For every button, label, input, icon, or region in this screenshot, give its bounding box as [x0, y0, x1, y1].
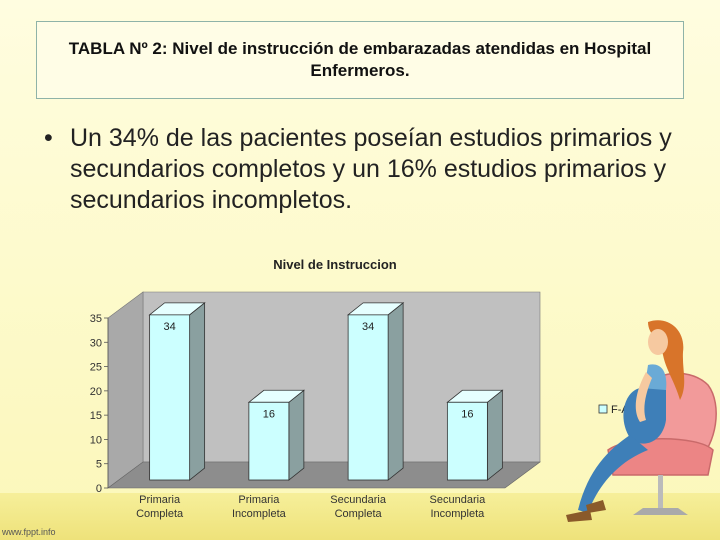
- bullet-item: • Un 34% de las pacientes poseían estudi…: [40, 123, 680, 216]
- bar: [248, 401, 290, 481]
- y-tick-label: 30: [90, 337, 102, 349]
- legend-swatch: [598, 404, 608, 414]
- bar: [347, 314, 389, 481]
- bar-side: [288, 389, 305, 481]
- y-tick-label: 10: [90, 434, 102, 446]
- y-tick-label: 25: [90, 362, 102, 374]
- armchair-base: [633, 508, 688, 515]
- data-label: 16: [461, 408, 473, 420]
- data-label: 34: [362, 321, 374, 333]
- data-label: 34: [164, 321, 176, 333]
- y-tick-label: 15: [90, 410, 102, 422]
- chart-side-wall: [107, 291, 144, 489]
- y-tick-label: 35: [90, 313, 102, 325]
- title-box: TABLA Nº 2: Nivel de instrucción de emba…: [36, 21, 684, 99]
- x-tick-label: Incompleta: [232, 508, 287, 520]
- armchair-stem: [658, 475, 663, 510]
- x-tick-label: Primaria: [139, 494, 181, 506]
- pregnant-woman-illustration: [566, 320, 717, 522]
- x-tick-label: Completa: [335, 508, 383, 520]
- y-tick-label: 5: [96, 459, 102, 471]
- bar: [149, 314, 191, 481]
- chart-floor: [107, 461, 541, 489]
- y-tick-label: 20: [90, 386, 102, 398]
- x-tick-label: Secundaria: [430, 494, 487, 506]
- bar-chart: Nivel de Instruccion 0 5 10 15 20 25 30 35 34 Pri…: [90, 257, 630, 520]
- torso: [644, 364, 667, 392]
- data-label: 16: [263, 408, 275, 420]
- bar-side: [486, 389, 503, 481]
- chart-plot-area: 0 5 10 15 20 25 30 35 34 Primaria Completa 16 Primar…: [90, 291, 541, 520]
- x-tick-label: Primaria: [238, 494, 280, 506]
- shoe-left: [566, 510, 592, 522]
- x-tick-label: Completa: [136, 508, 184, 520]
- footer-band: [0, 493, 720, 540]
- arm: [635, 372, 652, 422]
- bullet-text: Un 34% de las pacientes poseían estudios…: [70, 124, 672, 214]
- bullet-dot: •: [44, 124, 53, 152]
- chart-title: Nivel de Instruccion: [273, 257, 397, 272]
- x-tick-label: Incompleta: [430, 508, 485, 520]
- y-tick-label: 0: [96, 483, 102, 495]
- slide-title: TABLA Nº 2: Nivel de instrucción de emba…: [68, 39, 652, 80]
- bar: [446, 401, 488, 481]
- shoe-right: [586, 500, 606, 513]
- bullet-list: • Un 34% de las pacientes poseían estudi…: [40, 123, 680, 216]
- x-tick-label: Secundaria: [330, 494, 387, 506]
- legs: [578, 435, 648, 513]
- face: [648, 329, 668, 355]
- bar-side: [189, 302, 206, 481]
- bar-side: [387, 302, 404, 481]
- footer-url: www.fppt.info: [2, 527, 56, 537]
